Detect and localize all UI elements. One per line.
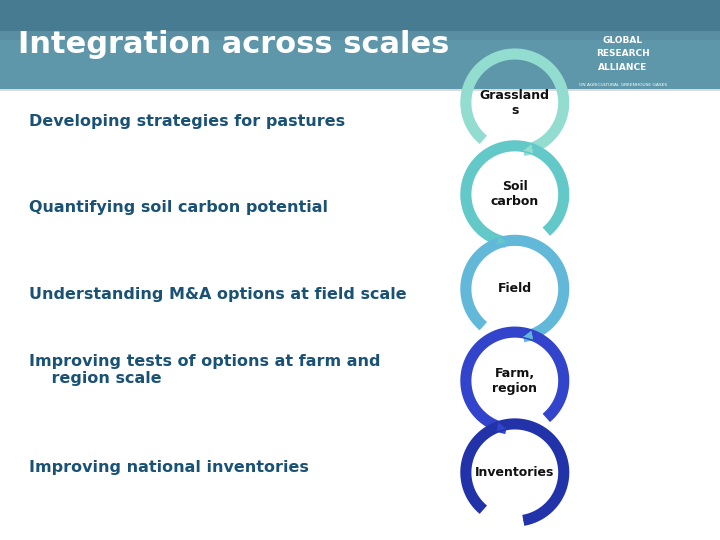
Bar	[0, 0, 720, 89]
Text: ON AGRICULTURAL GREENHOUSE GASES: ON AGRICULTURAL GREENHOUSE GASES	[579, 83, 667, 87]
Text: Grassland
s: Grassland s	[480, 89, 550, 117]
Bar	[0, 89, 720, 91]
Text: Soil
carbon: Soil carbon	[490, 180, 539, 208]
Text: Quantifying soil carbon potential: Quantifying soil carbon potential	[29, 200, 328, 215]
Text: GLOBAL: GLOBAL	[603, 36, 643, 45]
Text: RESEARCH: RESEARCH	[596, 50, 649, 58]
Text: Developing strategies for pastures: Developing strategies for pastures	[29, 114, 345, 129]
Text: Improving tests of options at farm and
    region scale: Improving tests of options at farm and r…	[29, 354, 380, 386]
Text: ALLIANCE: ALLIANCE	[598, 63, 647, 72]
Text: Improving national inventories: Improving national inventories	[29, 460, 309, 475]
Bar	[0, 0, 720, 31]
Text: Farm,
region: Farm, region	[492, 367, 537, 395]
Bar	[0, 40, 720, 89]
Text: Understanding M&A options at field scale: Understanding M&A options at field scale	[29, 287, 406, 302]
Text: Field: Field	[498, 282, 532, 295]
Text: Inventories: Inventories	[475, 466, 554, 479]
Text: Integration across scales: Integration across scales	[18, 30, 449, 59]
